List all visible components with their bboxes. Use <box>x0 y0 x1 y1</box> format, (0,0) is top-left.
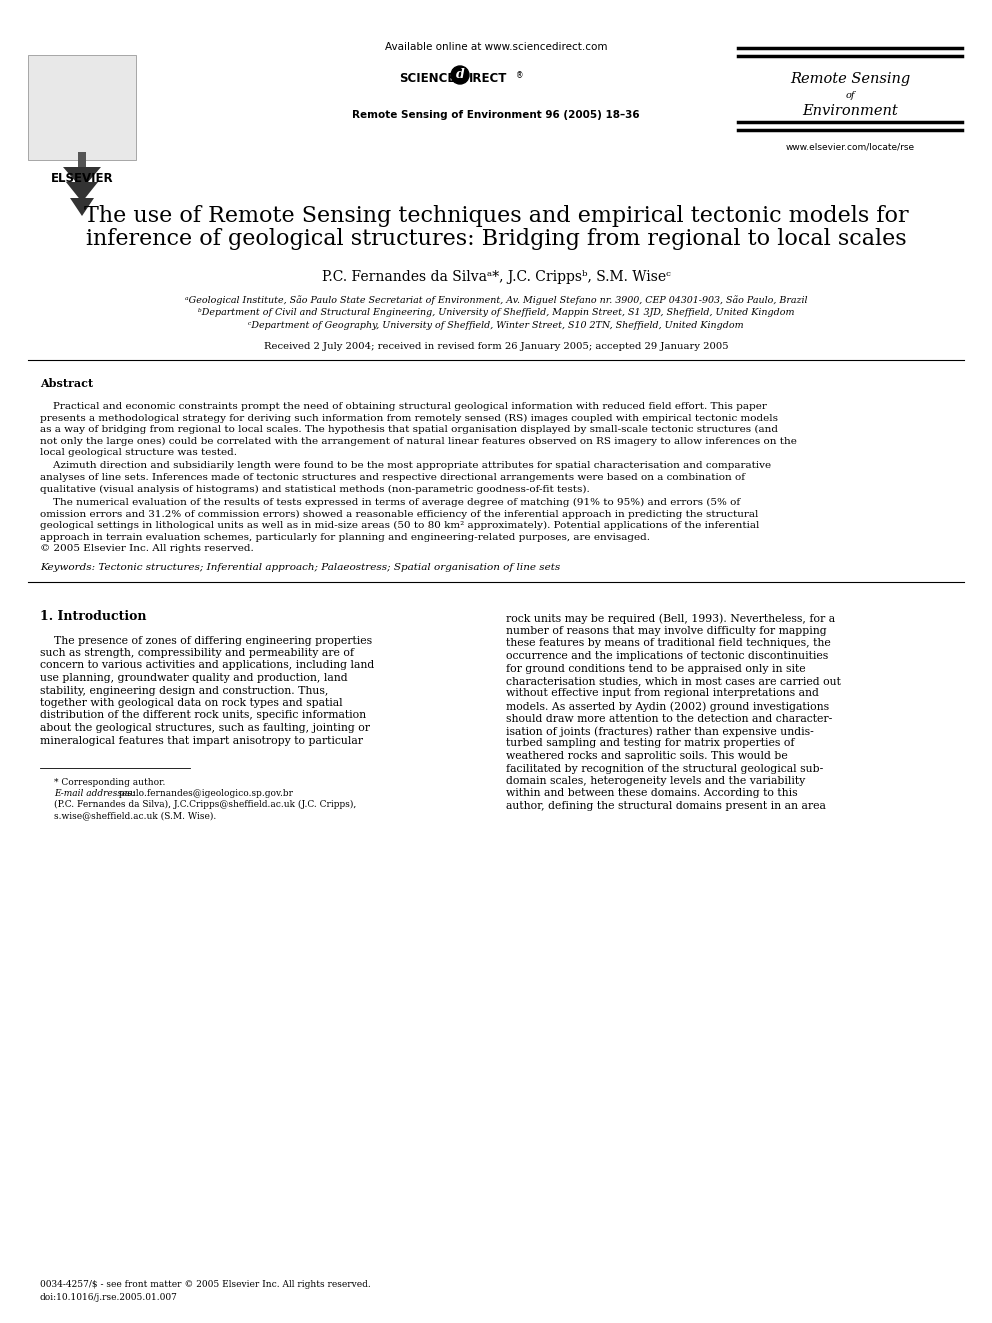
Text: IRECT: IRECT <box>469 71 507 85</box>
Text: Remote Sensing: Remote Sensing <box>790 71 910 86</box>
Text: d: d <box>455 67 464 81</box>
Text: distribution of the different rock units, specific information: distribution of the different rock units… <box>40 710 366 721</box>
Text: SCIENCE: SCIENCE <box>399 71 455 85</box>
Text: geological settings in lithological units as well as in mid-size areas (50 to 80: geological settings in lithological unit… <box>40 521 759 531</box>
Polygon shape <box>66 183 98 202</box>
Text: occurrence and the implications of tectonic discontinuities: occurrence and the implications of tecto… <box>506 651 828 662</box>
Text: within and between these domains. According to this: within and between these domains. Accord… <box>506 789 798 799</box>
Text: concern to various activities and applications, including land: concern to various activities and applic… <box>40 660 374 671</box>
Text: doi:10.1016/j.rse.2005.01.007: doi:10.1016/j.rse.2005.01.007 <box>40 1293 178 1302</box>
Text: use planning, groundwater quality and production, land: use planning, groundwater quality and pr… <box>40 673 347 683</box>
Text: weathered rocks and saprolitic soils. This would be: weathered rocks and saprolitic soils. Th… <box>506 751 788 761</box>
Text: domain scales, heterogeneity levels and the variability: domain scales, heterogeneity levels and … <box>506 777 806 786</box>
Text: E-mail addresses:: E-mail addresses: <box>54 789 135 798</box>
Text: ELSEVIER: ELSEVIER <box>51 172 113 185</box>
Text: 1. Introduction: 1. Introduction <box>40 610 147 623</box>
Text: Environment: Environment <box>803 105 898 118</box>
Text: ®: ® <box>516 71 524 79</box>
Text: without effective input from regional interpretations and: without effective input from regional in… <box>506 688 818 699</box>
Text: Keywords: Tectonic structures; Inferential approach; Palaeostress; Spatial organ: Keywords: Tectonic structures; Inferenti… <box>40 564 560 573</box>
Text: as a way of bridging from regional to local scales. The hypothesis that spatial : as a way of bridging from regional to lo… <box>40 425 778 434</box>
Polygon shape <box>70 198 94 216</box>
Text: approach in terrain evaluation schemes, particularly for planning and engineerin: approach in terrain evaluation schemes, … <box>40 532 650 541</box>
Text: together with geological data on rock types and spatial: together with geological data on rock ty… <box>40 699 342 708</box>
Text: © 2005 Elsevier Inc. All rights reserved.: © 2005 Elsevier Inc. All rights reserved… <box>40 544 254 553</box>
Text: number of reasons that may involve difficulty for mapping: number of reasons that may involve diffi… <box>506 626 826 636</box>
Text: should draw more attention to the detection and character-: should draw more attention to the detect… <box>506 713 832 724</box>
Text: about the geological structures, such as faulting, jointing or: about the geological structures, such as… <box>40 722 370 733</box>
Text: facilitated by recognition of the structural geological sub-: facilitated by recognition of the struct… <box>506 763 823 774</box>
Text: P.C. Fernandes da Silvaᵃ*, J.C. Crippsᵇ, S.M. Wiseᶜ: P.C. Fernandes da Silvaᵃ*, J.C. Crippsᵇ,… <box>321 270 671 284</box>
Text: stability, engineering design and construction. Thus,: stability, engineering design and constr… <box>40 685 328 696</box>
Text: The presence of zones of differing engineering properties: The presence of zones of differing engin… <box>40 635 372 646</box>
Text: Azimuth direction and subsidiarily length were found to be the most appropriate : Azimuth direction and subsidiarily lengt… <box>40 462 771 471</box>
Text: presents a methodological strategy for deriving such information from remotely s: presents a methodological strategy for d… <box>40 414 778 422</box>
Text: models. As asserted by Aydin (2002) ground investigations: models. As asserted by Aydin (2002) grou… <box>506 701 829 712</box>
Text: The use of Remote Sensing techniques and empirical tectonic models for: The use of Remote Sensing techniques and… <box>83 205 909 228</box>
Text: inference of geological structures: Bridging from regional to local scales: inference of geological structures: Brid… <box>85 228 907 250</box>
Text: for ground conditions tend to be appraised only in site: for ground conditions tend to be apprais… <box>506 664 806 673</box>
Text: (P.C. Fernandes da Silva), J.C.Cripps@sheffield.ac.uk (J.C. Cripps),: (P.C. Fernandes da Silva), J.C.Cripps@sh… <box>54 800 356 810</box>
Text: analyses of line sets. Inferences made of tectonic structures and respective dir: analyses of line sets. Inferences made o… <box>40 474 745 482</box>
Text: characterisation studies, which in most cases are carried out: characterisation studies, which in most … <box>506 676 841 687</box>
Text: rock units may be required (Bell, 1993). Nevertheless, for a: rock units may be required (Bell, 1993).… <box>506 614 835 624</box>
Text: turbed sampling and testing for matrix properties of: turbed sampling and testing for matrix p… <box>506 738 795 749</box>
Text: qualitative (visual analysis of histograms) and statistical methods (non-paramet: qualitative (visual analysis of histogra… <box>40 484 590 493</box>
Text: ᵃGeological Institute, São Paulo State Secretariat of Environment, Av. Miguel St: ᵃGeological Institute, São Paulo State S… <box>185 295 807 304</box>
Bar <box>28 56 136 160</box>
Text: these features by means of traditional field techniques, the: these features by means of traditional f… <box>506 639 830 648</box>
Text: not only the large ones) could be correlated with the arrangement of natural lin: not only the large ones) could be correl… <box>40 437 797 446</box>
Text: The numerical evaluation of the results of tests expressed in terms of average d: The numerical evaluation of the results … <box>40 497 740 507</box>
Text: omission errors and 31.2% of commission errors) showed a reasonable efficiency o: omission errors and 31.2% of commission … <box>40 509 758 519</box>
Text: ᶜDepartment of Geography, University of Sheffield, Winter Street, S10 2TN, Sheff: ᶜDepartment of Geography, University of … <box>248 321 744 329</box>
Text: Abstract: Abstract <box>40 378 93 389</box>
Text: Received 2 July 2004; received in revised form 26 January 2005; accepted 29 Janu: Received 2 July 2004; received in revise… <box>264 343 728 351</box>
Text: mineralogical features that impart anisotropy to particular: mineralogical features that impart aniso… <box>40 736 363 745</box>
Text: paulo.fernandes@igeologico.sp.gov.br: paulo.fernandes@igeologico.sp.gov.br <box>116 789 293 798</box>
Text: s.wise@sheffield.ac.uk (S.M. Wise).: s.wise@sheffield.ac.uk (S.M. Wise). <box>54 811 216 820</box>
Text: Practical and economic constraints prompt the need of obtaining structural geolo: Practical and economic constraints promp… <box>40 402 767 411</box>
Text: author, defining the structural domains present in an area: author, defining the structural domains … <box>506 800 826 811</box>
Text: 0034-4257/$ - see front matter © 2005 Elsevier Inc. All rights reserved.: 0034-4257/$ - see front matter © 2005 El… <box>40 1279 371 1289</box>
Text: * Corresponding author.: * Corresponding author. <box>54 778 166 787</box>
Bar <box>78 152 86 167</box>
Text: www.elsevier.com/locate/rse: www.elsevier.com/locate/rse <box>786 143 915 152</box>
Text: of: of <box>845 91 855 101</box>
Circle shape <box>451 66 469 83</box>
Text: ᵇDepartment of Civil and Structural Engineering, University of Sheffield, Mappin: ᵇDepartment of Civil and Structural Engi… <box>197 308 795 318</box>
Polygon shape <box>63 167 101 189</box>
Text: local geological structure was tested.: local geological structure was tested. <box>40 448 237 456</box>
Text: isation of joints (fractures) rather than expensive undis-: isation of joints (fractures) rather tha… <box>506 726 813 737</box>
Text: Available online at www.sciencedirect.com: Available online at www.sciencedirect.co… <box>385 42 607 52</box>
Text: such as strength, compressibility and permeability are of: such as strength, compressibility and pe… <box>40 648 354 658</box>
Text: Remote Sensing of Environment 96 (2005) 18–36: Remote Sensing of Environment 96 (2005) … <box>352 110 640 120</box>
